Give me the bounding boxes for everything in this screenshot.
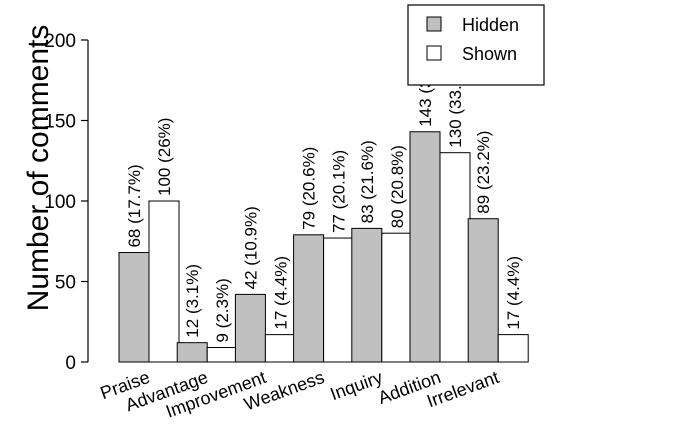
data-label: 79 (20.6%)	[300, 147, 319, 230]
bar-hidden-praise	[118, 252, 150, 363]
data-label: 100 (26%)	[155, 118, 174, 196]
data-label: 17 (4.4%)	[504, 256, 523, 330]
data-label: 17 (4.4%)	[271, 256, 290, 330]
bar-shown-advantage	[206, 347, 238, 363]
data-label: 42 (10.9%)	[241, 206, 260, 289]
legend-swatch	[426, 45, 442, 61]
legend: Hidden Shown	[407, 4, 545, 86]
bar-hidden-inquiry	[351, 227, 383, 363]
bar-hidden-irrelevant	[467, 218, 499, 363]
bar-hidden-addition	[409, 131, 441, 363]
y-tick-label: 150	[44, 112, 76, 133]
bar-hidden-advantage	[176, 342, 208, 363]
y-tick-label: 200	[44, 31, 76, 52]
bar-shown-improvement	[264, 334, 296, 363]
bar-shown-irrelevant	[497, 334, 529, 363]
data-label: 12 (3.1%)	[183, 264, 202, 338]
bar-hidden-weakness	[293, 234, 325, 363]
bars	[118, 131, 529, 363]
bar-shown-inquiry	[381, 232, 413, 363]
data-label: 9 (2.3%)	[213, 278, 232, 342]
bar-shown-praise	[148, 200, 180, 363]
data-label: 68 (17.7%)	[125, 164, 144, 247]
data-label: 83 (21.6%)	[358, 140, 377, 223]
data-label: 77 (20.1%)	[330, 150, 349, 233]
bar-shown-weakness	[323, 237, 355, 363]
legend-swatch	[426, 16, 442, 32]
y-tick-label: 0	[65, 353, 76, 374]
y-axis-label: Number of comments	[22, 25, 55, 312]
bar-shown-addition	[439, 152, 471, 363]
x-tick-label: Inquiry	[328, 367, 386, 404]
data-label: 80 (20.8%)	[388, 145, 407, 228]
y-tick-label: 50	[55, 273, 76, 294]
legend-label: Shown	[462, 44, 517, 64]
y-tick-label: 100	[44, 192, 76, 213]
data-label: 89 (23.2%)	[474, 131, 493, 214]
bar-hidden-improvement	[234, 293, 266, 363]
legend-label: Hidden	[462, 15, 519, 35]
y-axis: 0 50 100 150 200	[44, 31, 89, 374]
